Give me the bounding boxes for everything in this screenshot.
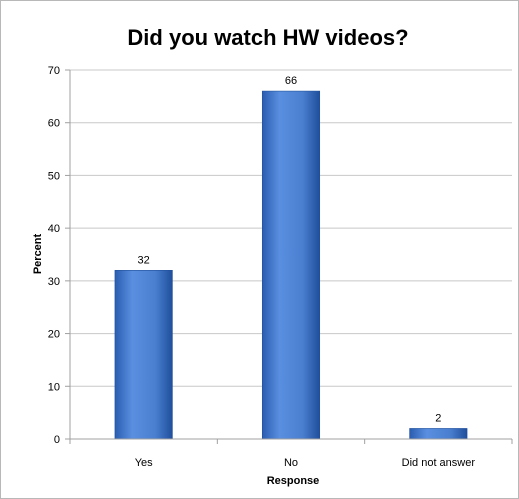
x-tick-label: Yes (135, 457, 153, 469)
y-tick-label: 50 (48, 170, 60, 182)
bar (114, 270, 173, 440)
y-tick-label: 20 (48, 329, 60, 341)
x-axis-ticks: Yes No Did not answer (69, 439, 513, 469)
bar (261, 90, 321, 440)
bars (114, 90, 468, 440)
x-tick-label: Did not answer (402, 457, 476, 469)
data-labels: 32 66 2 (138, 75, 442, 424)
y-tick-label: 10 (48, 381, 60, 393)
y-tick-label: 30 (48, 276, 60, 288)
x-tick-label: No (284, 457, 298, 469)
y-tick-label: 0 (54, 434, 60, 446)
y-axis-label: Percent (32, 233, 44, 274)
data-label: 2 (435, 412, 441, 424)
y-tick-label: 70 (48, 65, 60, 77)
data-label: 32 (138, 254, 150, 266)
data-label: 66 (285, 75, 297, 87)
y-tick-label: 40 (48, 223, 60, 235)
y-axis-ticks: 0 10 20 30 40 50 60 70 (48, 65, 70, 446)
x-axis-label: Response (267, 475, 320, 487)
bar (409, 428, 468, 440)
chart-title: Did you watch HW videos? (127, 25, 408, 50)
y-tick-label: 60 (48, 118, 60, 130)
